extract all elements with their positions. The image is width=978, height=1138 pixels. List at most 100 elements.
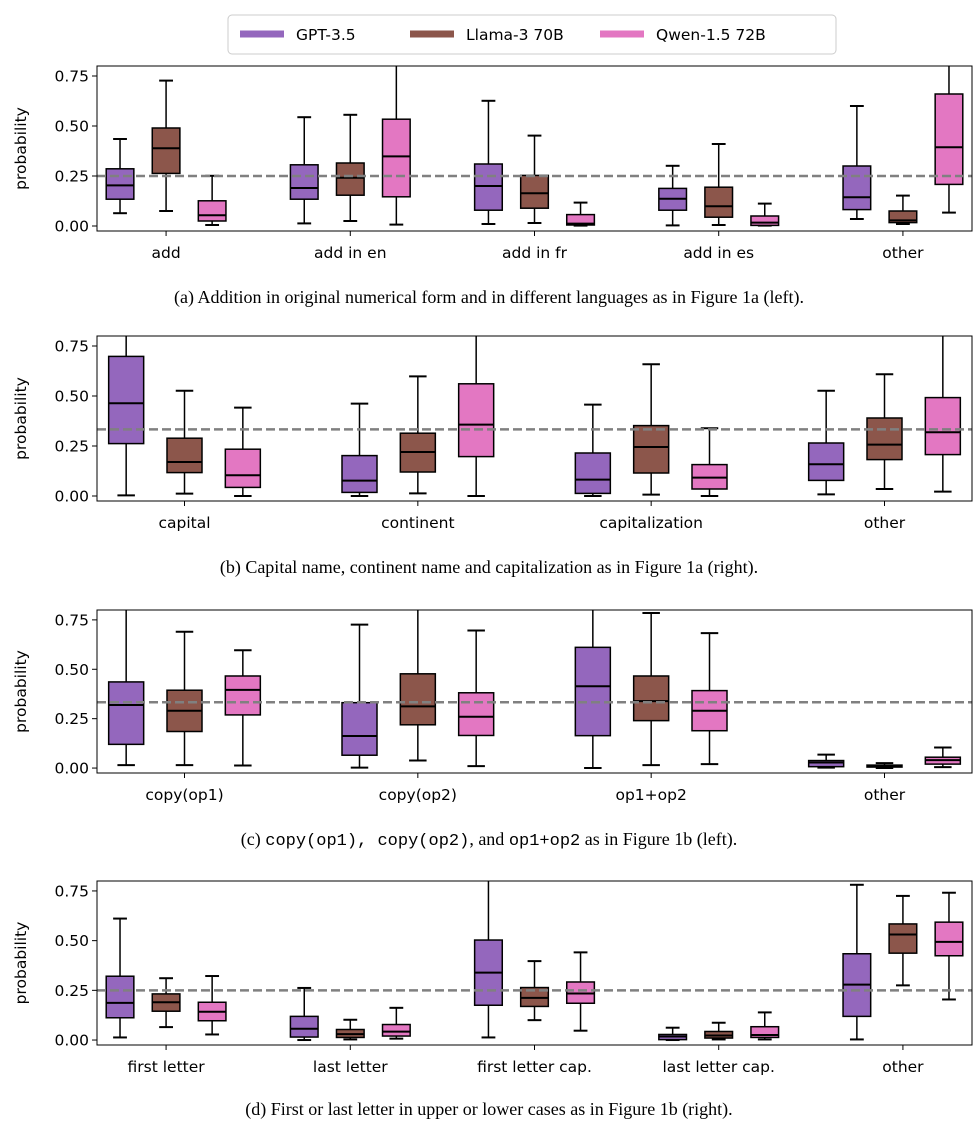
legend: GPT-3.5 Llama-3 70B Qwen-1.5 72B — [227, 14, 837, 55]
plot-area — [97, 66, 972, 227]
plot-area — [97, 610, 972, 770]
x-tick-label: copy(op2) — [379, 786, 457, 804]
y-axis-label: probability — [12, 922, 30, 1005]
y-tick-label: 0.75 — [54, 882, 89, 900]
axes-frame — [96, 609, 973, 774]
x-tick-label: last letter cap. — [662, 1058, 775, 1076]
box-iqr — [457, 383, 495, 458]
box-qwen-1-5-72b-2 — [565, 951, 596, 1032]
box-iqr — [574, 646, 612, 737]
box-iqr — [341, 701, 378, 756]
panel-caption: (c) copy(op1), copy(op2), and op1+op2 as… — [241, 829, 737, 851]
box-qwen-1-5-72b-3 — [750, 202, 780, 227]
box-iqr — [574, 452, 612, 495]
box-iqr — [632, 424, 670, 474]
x-tick-label: add — [151, 244, 180, 262]
box-qwen-1-5-72b-3 — [750, 1011, 780, 1041]
caption-segment: (b) Capital name, continent name and cap… — [220, 557, 758, 578]
box-llama-3-70b-3 — [866, 373, 903, 490]
box-qwen-1-5-72b-0 — [224, 406, 262, 497]
box-llama-3-70b-3 — [704, 143, 734, 226]
box-qwen-1-5-72b-3 — [924, 746, 962, 769]
axes-frame — [96, 335, 973, 502]
box-iqr — [519, 174, 550, 209]
box-iqr — [750, 215, 780, 227]
box-iqr — [341, 454, 378, 494]
box-llama-3-70b-0 — [166, 630, 203, 767]
box-qwen-1-5-72b-1 — [457, 629, 495, 768]
y-tick-label: 0.00 — [54, 1032, 89, 1050]
box-iqr — [107, 681, 145, 746]
box-llama-3-70b-1 — [335, 1018, 365, 1041]
box-qwen-1-5-72b-4 — [934, 891, 964, 1001]
y-tick-label: 0.00 — [54, 218, 89, 236]
y-tick-label: 0.50 — [54, 388, 89, 406]
x-tick-label: other — [864, 786, 906, 804]
box-iqr — [934, 93, 964, 186]
box-qwen-1-5-72b-2 — [691, 427, 728, 497]
box-iqr — [289, 164, 319, 200]
plot-area — [97, 336, 972, 497]
box-iqr — [224, 675, 262, 716]
box-gpt-3-5-3 — [807, 753, 845, 769]
box-iqr — [866, 417, 903, 461]
y-axis-label: probability — [12, 107, 30, 190]
plot-area — [97, 881, 972, 1042]
box-llama-3-70b-3 — [866, 762, 903, 770]
box-llama-3-70b-3 — [704, 1021, 734, 1041]
box-gpt-3-5-1 — [341, 623, 378, 769]
x-tick-label: capital — [158, 514, 210, 532]
box-llama-3-70b-4 — [888, 894, 918, 987]
box-iqr — [842, 165, 872, 211]
box-iqr — [565, 213, 596, 226]
caption-segment: copy(op1), copy(op2) — [265, 832, 469, 851]
box-iqr — [381, 118, 411, 198]
x-tick-label: last letter — [313, 1058, 388, 1076]
y-tick-label: 0.00 — [54, 760, 89, 778]
box-iqr — [166, 437, 203, 474]
x-tick-label: first letter cap. — [477, 1058, 592, 1076]
box-llama-3-70b-2 — [632, 611, 670, 767]
box-llama-3-70b-2 — [519, 960, 550, 1022]
x-tick-label: add in fr — [502, 244, 568, 262]
caption-segment: op1+op2 — [509, 832, 580, 851]
box-gpt-3-5-0 — [105, 138, 135, 215]
box-qwen-1-5-72b-4 — [934, 66, 964, 214]
box-iqr — [704, 186, 734, 218]
box-iqr — [151, 127, 181, 175]
box-qwen-1-5-72b-0 — [197, 975, 227, 1036]
x-tick-label: capitalization — [599, 514, 703, 532]
box-qwen-1-5-72b-2 — [691, 632, 728, 766]
x-tick-label: copy(op1) — [145, 786, 223, 804]
box-llama-3-70b-1 — [399, 375, 437, 495]
caption-segment: as in Figure 1b (left). — [580, 829, 737, 850]
y-axis-label: probability — [12, 650, 30, 733]
y-tick-label: 0.00 — [54, 488, 89, 506]
box-iqr — [224, 448, 262, 489]
box-iqr — [632, 675, 670, 722]
legend-label: Qwen-1.5 72B — [656, 26, 766, 44]
box-qwen-1-5-72b-3 — [924, 336, 962, 493]
panel-a: 0.00 0.25 0.50 0.75 probability add add in en a… — [12, 65, 973, 308]
box-gpt-3-5-4 — [842, 883, 872, 1041]
box-iqr — [457, 692, 495, 737]
box-gpt-3-5-0 — [107, 610, 145, 767]
x-tick-label: add in en — [314, 244, 387, 262]
x-tick-label: first letter — [128, 1058, 206, 1076]
box-iqr — [381, 1023, 411, 1037]
panel-b: 0.00 0.25 0.50 0.75 probability capital contin… — [12, 335, 973, 578]
legend-frame — [227, 14, 837, 55]
legend-label: GPT-3.5 — [296, 26, 356, 44]
box-iqr — [807, 442, 845, 482]
box-gpt-3-5-2 — [473, 99, 504, 225]
box-qwen-1-5-72b-2 — [565, 201, 596, 227]
panel-caption: (a) Addition in original numerical form … — [174, 287, 804, 308]
box-iqr — [105, 168, 135, 200]
box-gpt-3-5-1 — [289, 116, 319, 225]
box-iqr — [934, 921, 964, 957]
legend-label: Llama-3 70B — [466, 26, 564, 44]
box-qwen-1-5-72b-1 — [381, 66, 411, 226]
box-qwen-1-5-72b-1 — [457, 336, 495, 497]
box-llama-3-70b-4 — [888, 194, 918, 225]
